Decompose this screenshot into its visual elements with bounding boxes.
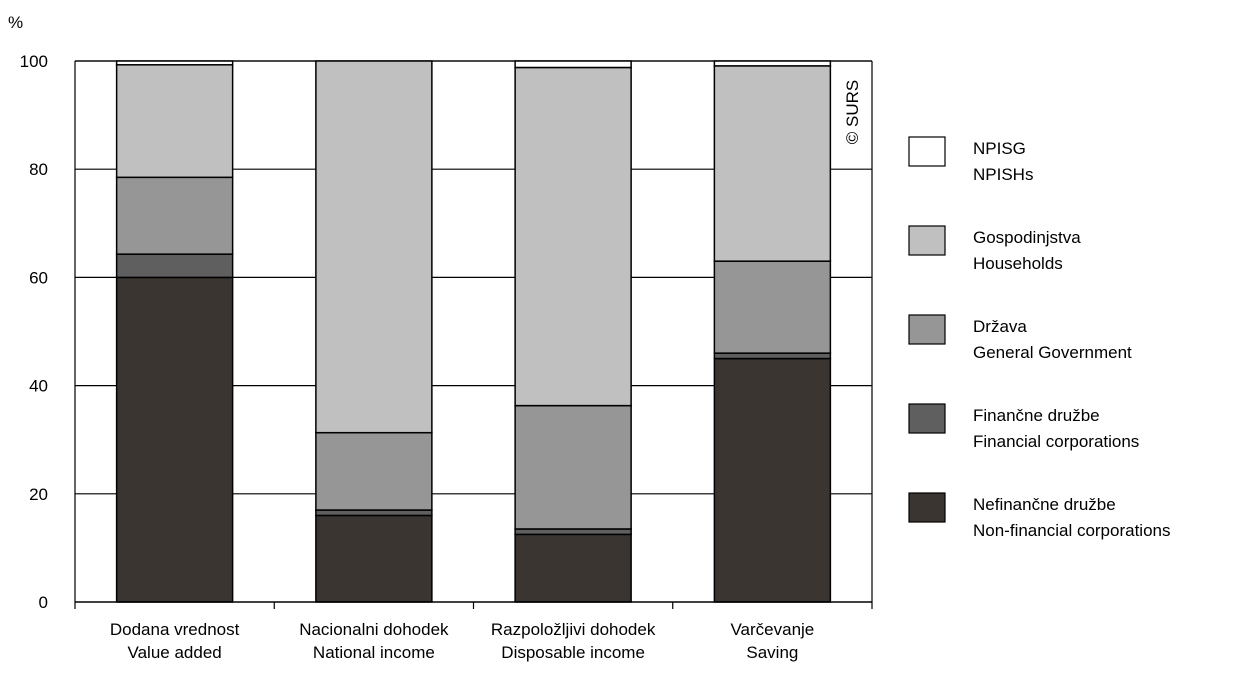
bar-segment bbox=[315, 431, 433, 511]
y-tick-label: 60 bbox=[29, 268, 48, 287]
y-tick-label: 80 bbox=[29, 160, 48, 179]
bar-segment bbox=[713, 260, 832, 354]
bar-segment bbox=[115, 253, 234, 279]
legend-swatch bbox=[908, 403, 946, 434]
legend-label: Država bbox=[973, 317, 1027, 336]
y-tick-label: 100 bbox=[20, 52, 48, 71]
x-tick-label: Value added bbox=[128, 643, 222, 662]
y-tick-label: 20 bbox=[29, 485, 48, 504]
legend-swatch bbox=[908, 136, 946, 167]
y-axis-label: % bbox=[8, 13, 23, 32]
x-tick-label: Saving bbox=[746, 643, 798, 662]
legend-label: Households bbox=[973, 254, 1063, 273]
bar-segment bbox=[713, 65, 832, 262]
x-tick-label: Dodana vrednost bbox=[110, 620, 240, 639]
x-tick-label: Disposable income bbox=[501, 643, 645, 662]
bar-segment bbox=[713, 352, 832, 360]
bar-segment bbox=[713, 60, 832, 67]
bar-segment bbox=[514, 66, 632, 407]
bar-segment bbox=[315, 514, 433, 603]
legend-label: General Government bbox=[973, 343, 1132, 362]
bar-segment bbox=[514, 533, 632, 603]
bar-segment bbox=[713, 357, 832, 603]
legend-label: NPISG bbox=[973, 139, 1026, 158]
x-tick-label: National income bbox=[313, 643, 435, 662]
bar-segment bbox=[315, 509, 433, 517]
legend-swatch bbox=[908, 492, 946, 523]
bar-segment bbox=[115, 176, 234, 255]
y-tick-label: 40 bbox=[29, 377, 48, 396]
legend-swatch bbox=[908, 225, 946, 256]
plot-area: 0 20 40 60 80 100 Dodana vrednost Value added Na… bbox=[20, 52, 873, 662]
x-tick-label: Razpoložljivi dohodek bbox=[491, 620, 656, 639]
bar-segment bbox=[514, 60, 632, 69]
legend-label: Nefinančne družbe bbox=[973, 495, 1116, 514]
bar-segment bbox=[115, 64, 234, 179]
legend-label: NPISHs bbox=[973, 165, 1033, 184]
bar-segment bbox=[115, 60, 234, 66]
x-tick-label: Nacionalni dohodek bbox=[299, 620, 449, 639]
x-tick-label: Varčevanje bbox=[730, 620, 814, 639]
legend-swatch bbox=[908, 314, 946, 345]
watermark: © SURS bbox=[843, 80, 862, 144]
bar-segment bbox=[115, 276, 234, 603]
y-tick-label: 0 bbox=[39, 593, 48, 612]
legend-label: Finančne družbe bbox=[973, 406, 1100, 425]
bar-segment bbox=[514, 404, 632, 530]
legend-label: Financial corporations bbox=[973, 432, 1139, 451]
legend: NPISG NPISHs Gospodinjstva Households Država… bbox=[908, 136, 1171, 540]
bar-segment bbox=[514, 528, 632, 536]
legend-label: Gospodinjstva bbox=[973, 228, 1081, 247]
bar-segment bbox=[315, 60, 433, 434]
legend-label: Non-financial corporations bbox=[973, 521, 1171, 540]
